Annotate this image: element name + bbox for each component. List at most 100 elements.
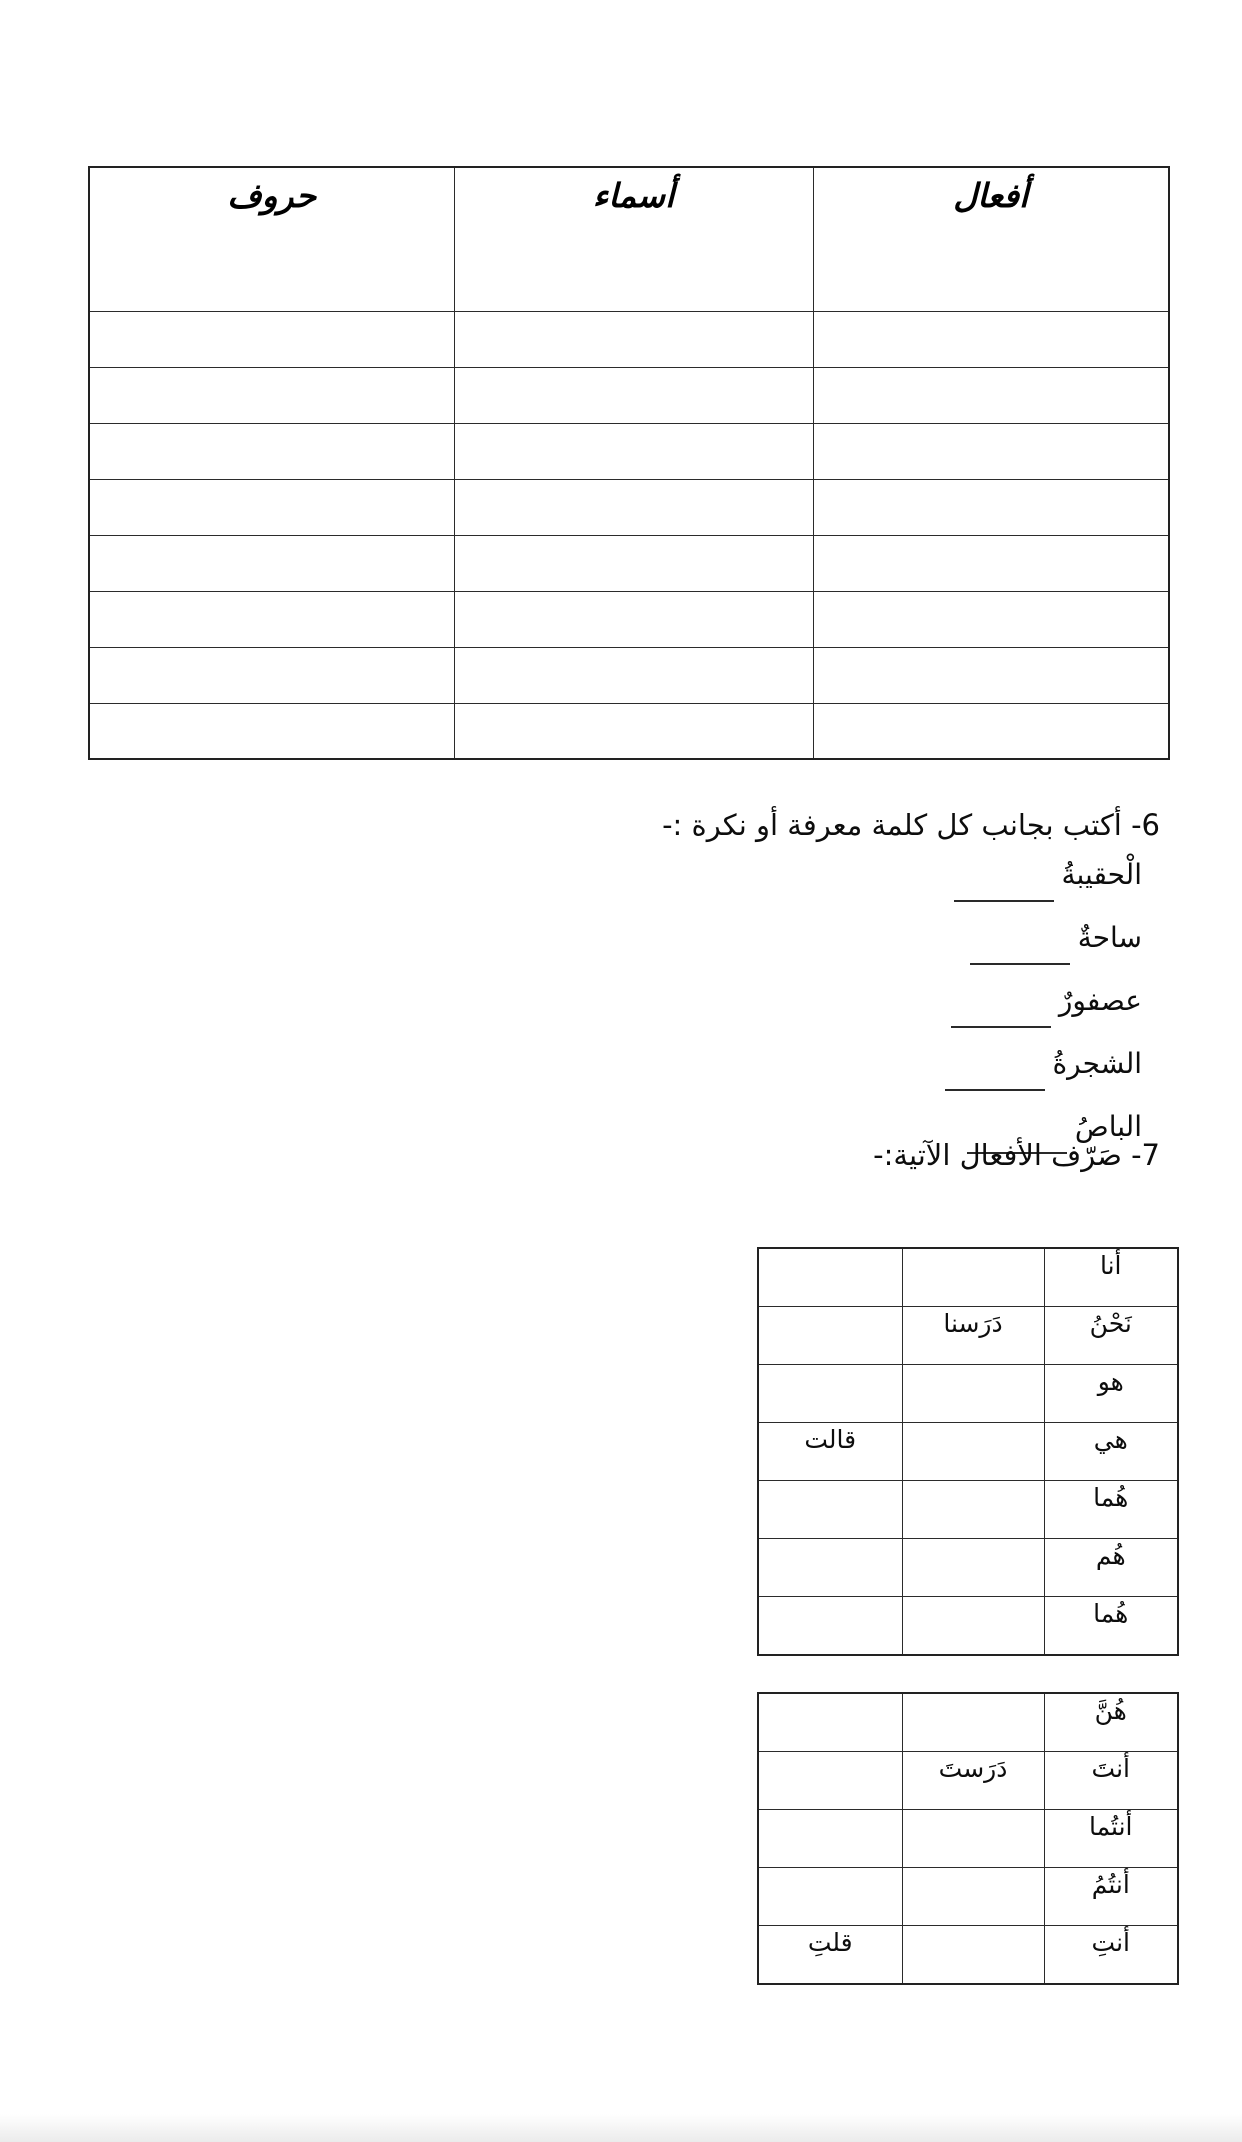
table-row: أنتِ قلتِ <box>757 1925 1179 1985</box>
empty-cell <box>453 366 814 424</box>
answer-cell <box>757 1751 903 1810</box>
empty-cell <box>88 646 455 704</box>
classification-table: أفعال أسماء حروف <box>88 166 1170 760</box>
word-label: الباصُ <box>1074 1110 1142 1143</box>
answer-cell <box>757 1867 903 1926</box>
table-row <box>88 646 1170 704</box>
classification-header-row: أفعال أسماء حروف <box>88 166 1170 312</box>
answer-cell <box>757 1596 903 1656</box>
empty-cell <box>88 478 455 536</box>
empty-cell <box>812 646 1170 704</box>
pronoun-cell: هُم <box>1043 1538 1179 1597</box>
table-row: أنتَ دَرَستَ <box>757 1751 1179 1810</box>
pronoun-cell: هُنَّ <box>1043 1692 1179 1752</box>
viewer-bottom-fade <box>0 2114 1242 2142</box>
table-row: هو <box>757 1364 1179 1423</box>
answer-blank <box>966 1152 1067 1154</box>
empty-cell <box>453 590 814 648</box>
list-item: عصفورٌ <box>945 984 1142 1047</box>
question-7-title: 7- صَرّف الأفعال الآتية:- <box>873 1138 1160 1172</box>
answer-cell: دَرَستَ <box>901 1751 1045 1810</box>
empty-cell <box>88 702 455 760</box>
pronoun-cell: نَحْنُ <box>1043 1306 1179 1365</box>
pronoun-cell: هو <box>1043 1364 1179 1423</box>
answer-cell: دَرَسنا <box>901 1306 1045 1365</box>
table-row: أنتُما <box>757 1809 1179 1868</box>
empty-cell <box>812 366 1170 424</box>
answer-cell <box>901 1809 1045 1868</box>
classification-empty-rows <box>88 310 1170 760</box>
table-row <box>88 366 1170 424</box>
answer-blank <box>969 963 1070 965</box>
answer-cell <box>901 1692 1045 1752</box>
table-row: هُما <box>757 1596 1179 1656</box>
answer-cell <box>901 1364 1045 1423</box>
answer-cell <box>757 1306 903 1365</box>
answer-cell <box>901 1247 1045 1307</box>
answer-cell <box>757 1364 903 1423</box>
col-header-verbs: أفعال <box>812 166 1170 312</box>
table-row <box>88 590 1170 648</box>
answer-cell <box>757 1809 903 1868</box>
word-label: الْحقيبةُ <box>1061 858 1142 891</box>
table-row <box>88 534 1170 592</box>
word-label: ساحةٌ <box>1077 921 1142 954</box>
table-row: هُنَّ <box>757 1692 1179 1752</box>
pronoun-cell: هُما <box>1043 1596 1179 1656</box>
empty-cell <box>812 534 1170 592</box>
word-label: الشجرةُ <box>1052 1047 1142 1080</box>
question-6-title: 6- أكتب بجانب كل كلمة معرفة أو نكرة :- <box>662 808 1160 842</box>
empty-cell <box>812 702 1170 760</box>
empty-cell <box>453 478 814 536</box>
answer-blank <box>950 1026 1051 1028</box>
answer-cell <box>757 1538 903 1597</box>
empty-cell <box>88 366 455 424</box>
empty-cell <box>453 702 814 760</box>
empty-cell <box>453 534 814 592</box>
table-row: هُما <box>757 1480 1179 1539</box>
table-row <box>88 422 1170 480</box>
empty-cell <box>812 310 1170 368</box>
table-row: هي قالت <box>757 1422 1179 1481</box>
answer-cell <box>901 1867 1045 1926</box>
pronoun-cell: هُما <box>1043 1480 1179 1539</box>
list-item: الباصُ <box>945 1110 1142 1173</box>
empty-cell <box>88 310 455 368</box>
answer-cell <box>901 1480 1045 1539</box>
pronoun-cell: أنتُما <box>1043 1809 1179 1868</box>
answer-cell <box>757 1692 903 1752</box>
pronoun-cell: أنتِ <box>1043 1925 1179 1985</box>
table-row: أنتُمُ <box>757 1867 1179 1926</box>
answer-cell <box>757 1480 903 1539</box>
empty-cell <box>812 422 1170 480</box>
answer-cell: قالت <box>757 1422 903 1481</box>
empty-cell <box>88 422 455 480</box>
table-row: نَحْنُ دَرَسنا <box>757 1306 1179 1365</box>
empty-cell <box>88 590 455 648</box>
answer-cell: قلتِ <box>757 1925 903 1985</box>
answer-cell <box>901 1925 1045 1985</box>
table-row <box>88 310 1170 368</box>
col-header-letters: حروف <box>88 166 455 312</box>
empty-cell <box>453 422 814 480</box>
answer-cell <box>901 1596 1045 1656</box>
list-item: الْحقيبةُ <box>945 858 1142 921</box>
empty-cell <box>812 478 1170 536</box>
word-label: عصفورٌ <box>1058 984 1142 1017</box>
empty-cell <box>453 646 814 704</box>
pronoun-cell: أنتُمُ <box>1043 1867 1179 1926</box>
list-item: الشجرةُ <box>944 1047 1142 1110</box>
conjugation-table-2: هُنَّ أنتَ دَرَستَ أنتُما أنتُمُ أنتِ قلتِ <box>757 1692 1179 1985</box>
table-row <box>88 478 1170 536</box>
pronoun-cell: أنتَ <box>1043 1751 1179 1810</box>
answer-cell <box>757 1247 903 1307</box>
answer-cell <box>901 1538 1045 1597</box>
definite-indefinite-list: الْحقيبةُ ساحةٌ عصفورٌ الشجرةُ الباصُ <box>944 858 1142 1173</box>
answer-cell <box>901 1422 1045 1481</box>
empty-cell <box>812 590 1170 648</box>
answer-blank <box>953 900 1054 902</box>
table-row: هُم <box>757 1538 1179 1597</box>
list-item: ساحةٌ <box>945 921 1142 984</box>
answer-blank <box>944 1089 1045 1091</box>
